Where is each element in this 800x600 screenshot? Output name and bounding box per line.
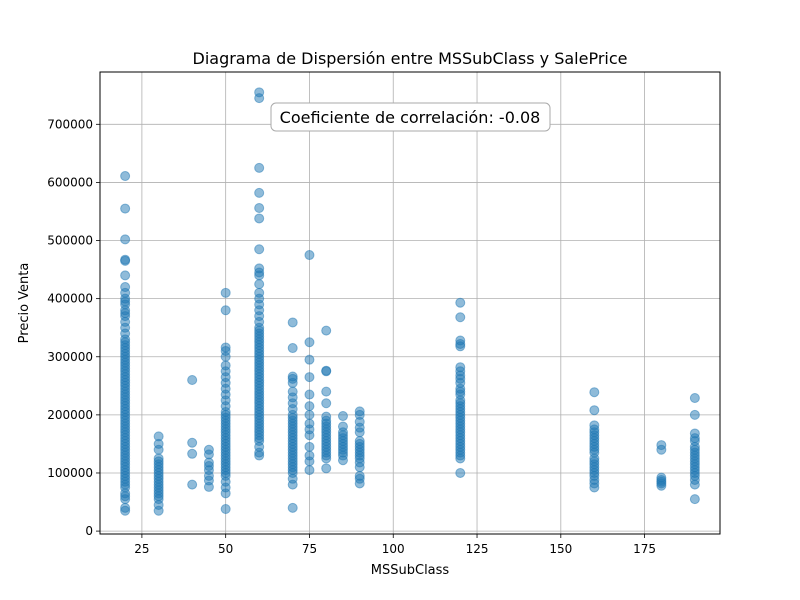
axis-ticks: 25 50 75 100 125 150 175 0 100000 200000 300000 400… xyxy=(47,117,656,556)
scatter-point xyxy=(354,470,365,481)
scatter-point xyxy=(220,360,231,371)
scatter-point xyxy=(287,502,298,513)
y-tick-label: 700000 xyxy=(47,117,93,131)
scatter-point xyxy=(304,441,315,452)
scatter-point xyxy=(120,234,131,245)
x-tick-label: 100 xyxy=(382,542,405,556)
scatter-point xyxy=(321,463,332,474)
scatter-point xyxy=(153,453,164,464)
scatter-point xyxy=(120,171,131,182)
scatter-point xyxy=(287,386,298,397)
y-tick-label: 0 xyxy=(85,524,93,538)
scatter-point xyxy=(455,362,466,373)
scatter-point xyxy=(120,254,131,265)
x-tick-label: 25 xyxy=(134,542,149,556)
x-axis-label: MSSubClass xyxy=(371,563,450,578)
scatter-point xyxy=(187,448,198,459)
scatter-point xyxy=(304,354,315,365)
scatter-point xyxy=(254,263,265,274)
scatter-point xyxy=(304,409,315,420)
scatter-point xyxy=(220,287,231,298)
scatter-point xyxy=(254,287,265,298)
scatter-point xyxy=(220,504,231,515)
scatter-point xyxy=(187,437,198,448)
scatter-point xyxy=(455,312,466,323)
annotation-text: Coeficiente de correlación: -0.08 xyxy=(280,108,541,127)
y-tick-label: 400000 xyxy=(47,292,93,306)
scatter-point xyxy=(220,342,231,353)
scatter-point xyxy=(304,418,315,429)
correlation-annotation: Coeficiente de correlación: -0.08 xyxy=(270,102,551,132)
grid-lines xyxy=(100,72,720,534)
scatter-point xyxy=(354,406,365,417)
x-tick-label: 125 xyxy=(466,542,489,556)
scatter-point xyxy=(304,401,315,412)
scatter-point xyxy=(589,405,600,416)
scatter-point xyxy=(120,270,131,281)
x-tick-label: 150 xyxy=(549,542,572,556)
scatter-point xyxy=(455,335,466,346)
scatter-point xyxy=(337,411,348,422)
scatter-point xyxy=(287,343,298,354)
scatter-point xyxy=(589,420,600,431)
scatter-point xyxy=(589,387,600,398)
chart-title: Diagrama de Dispersión entre MSSubClass … xyxy=(193,49,628,68)
scatter-point xyxy=(254,162,265,173)
scatter-point xyxy=(354,436,365,447)
scatter-point xyxy=(304,337,315,348)
scatter-point xyxy=(689,393,700,404)
scatter-point xyxy=(656,472,667,483)
y-tick-label: 300000 xyxy=(47,350,93,364)
scatter-point xyxy=(304,465,315,476)
scatter-point xyxy=(254,244,265,255)
scatter-point xyxy=(254,202,265,213)
scatter-point xyxy=(337,421,348,432)
x-tick-label: 75 xyxy=(302,542,317,556)
scatter-point xyxy=(304,389,315,400)
scatter-point xyxy=(254,187,265,198)
scatter-point xyxy=(321,325,332,336)
y-tick-label: 100000 xyxy=(47,466,93,480)
scatter-point xyxy=(203,444,214,455)
scatter-point xyxy=(254,279,265,290)
scatter-point xyxy=(689,494,700,505)
scatter-point xyxy=(455,467,466,478)
scatter-point xyxy=(321,365,332,376)
scatter-point xyxy=(287,317,298,328)
scatter-point xyxy=(455,297,466,308)
scatter-point xyxy=(187,375,198,385)
data-points xyxy=(120,87,700,516)
scatter-point xyxy=(153,431,164,442)
plot-frame xyxy=(99,71,721,535)
y-axis-label: Precio Venta xyxy=(17,263,32,344)
scatter-point xyxy=(120,203,131,214)
scatter-point xyxy=(120,282,131,293)
scatter-point xyxy=(689,428,700,439)
scatter-point xyxy=(304,250,315,261)
scatter-point xyxy=(304,450,315,461)
x-tick-label: 50 xyxy=(218,542,233,556)
scatter-point xyxy=(254,87,265,98)
scatter-point xyxy=(120,502,131,513)
scatter-point xyxy=(254,213,265,224)
scatter-point xyxy=(689,409,700,420)
scatter-point xyxy=(220,305,231,316)
scatter-point xyxy=(187,479,198,490)
scatter-point xyxy=(656,440,667,451)
scatter-point xyxy=(287,371,298,382)
y-tick-label: 600000 xyxy=(47,175,93,189)
y-tick-label: 500000 xyxy=(47,234,93,248)
annotation-box xyxy=(270,102,551,132)
scatter-point xyxy=(321,398,332,409)
scatter-point xyxy=(304,372,315,383)
scatter-point xyxy=(321,411,332,422)
y-tick-label: 200000 xyxy=(47,408,93,422)
scatter-point xyxy=(321,386,332,397)
x-tick-label: 175 xyxy=(633,542,656,556)
